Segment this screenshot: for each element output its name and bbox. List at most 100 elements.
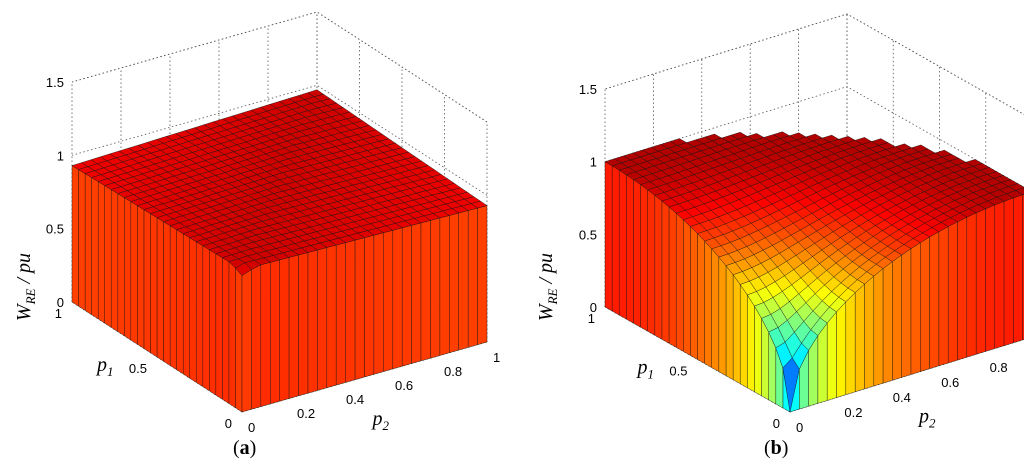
surface-wall-facet: [143, 209, 151, 354]
surface-wall-facet: [150, 213, 158, 358]
x-tick-label: 0.5: [669, 364, 687, 379]
surface-wall-facet: [279, 257, 290, 402]
y-tick-label: 0.2: [844, 405, 862, 420]
surface-wall-facet: [892, 254, 902, 381]
surface-wall-facet: [690, 226, 698, 360]
surface-mesh: [604, 131, 1024, 413]
x-tick-label: 0.5: [129, 361, 147, 376]
surface-wall-facet: [71, 165, 79, 307]
surface-wall-facet: [156, 217, 164, 362]
surface-wall-facet: [307, 249, 318, 394]
y-tick-label: 0.6: [395, 378, 413, 393]
box-top-edge: [71, 11, 488, 123]
surface-wall-facet: [241, 269, 252, 413]
box-top-edge: [604, 13, 1024, 115]
surface-wall-facet: [84, 173, 92, 316]
y-tick-label: 0.6: [941, 375, 959, 390]
z-tick-label: 0.5: [46, 222, 64, 237]
surface-wall-facet: [163, 221, 171, 366]
surface-wall-facet: [468, 207, 478, 348]
surface-wall-facet: [640, 184, 648, 332]
surface-wall-facet: [336, 242, 346, 386]
surface-wall-facet: [938, 226, 949, 367]
y-axis-label: p2: [371, 408, 390, 433]
surface-wall-facet: [228, 261, 236, 409]
surface-wall-facet: [78, 169, 86, 311]
x-tick-label: 1: [588, 311, 595, 326]
x-axis-label: p1: [95, 354, 114, 379]
surface-wall-facet: [402, 225, 412, 367]
surface-wall-facet: [747, 294, 755, 393]
surface-wall-facet: [317, 247, 327, 391]
surface-wall-facet: [957, 216, 967, 361]
surface-wall-facet: [827, 311, 837, 401]
y-tick-label: 0.8: [444, 364, 462, 379]
y-tick-label: 0.4: [893, 390, 911, 405]
surface-wall-facet: [1003, 197, 1014, 346]
z-axis-label: WRE / pu: [13, 253, 38, 321]
surface-wall-facet: [420, 220, 431, 362]
y-tick-label: 0.2: [297, 406, 315, 421]
surface-wall-facet: [477, 205, 488, 345]
surface-wall-facet: [1013, 194, 1023, 344]
y-tick-label: 0.8: [990, 360, 1008, 375]
surface-wall-facet: [985, 204, 995, 352]
surface-wall-facet: [732, 274, 741, 385]
surface-wall-facet: [618, 169, 627, 320]
z-axis-label: WRE / pu: [535, 253, 560, 321]
surface-wall-facet: [110, 189, 119, 332]
surface-wall-facet: [130, 201, 138, 345]
surface-wall-facet: [411, 222, 422, 364]
surface-wall-facet: [711, 248, 720, 372]
surface-wall-facet: [920, 236, 930, 372]
surface-wall-facet: [209, 249, 217, 396]
surface-wall-facet: [222, 257, 230, 404]
surface-wall-facet: [948, 221, 958, 364]
surface-wall-facet: [326, 244, 337, 389]
surface-wall-facet: [298, 252, 309, 397]
surface-wall-facet: [864, 275, 874, 390]
x-tick-label: 1: [55, 306, 62, 321]
surface-wall-facet: [647, 189, 656, 336]
z-tick-label: 1.5: [579, 82, 597, 97]
surface-wall-facet: [929, 231, 940, 369]
surface-wall-facet: [882, 261, 893, 384]
x-tick-label: 0: [773, 416, 780, 431]
surface-plot-a: 0 0.5 1 1.5 0 0.5 1 0 0.2 0.4 0.6 0.8 1 WRE / pu p1 p2 …: [13, 11, 500, 459]
surface-wall-facet: [683, 219, 691, 356]
surface-wall-facet: [260, 262, 271, 407]
surface-wall-facet: [364, 234, 375, 378]
surface-wall-facet: [725, 265, 734, 381]
z-tick-label: 0: [57, 295, 64, 310]
surface-wall-facet: [754, 305, 762, 397]
surface-wall-facet: [654, 194, 663, 340]
surface-wall-facet: [668, 206, 677, 348]
surface-wall-facet: [383, 230, 393, 372]
surface-wall-facet: [661, 200, 670, 344]
surface-wall-facet: [182, 233, 190, 379]
y-tick-label: 0: [248, 420, 255, 435]
surface-wall-facet: [836, 301, 846, 398]
surface-wall-facet: [449, 212, 459, 354]
surface-wall-facet: [354, 237, 365, 380]
surface-wall-facet: [910, 242, 921, 375]
surface-facet: [782, 357, 800, 413]
y-tick-label: 0: [796, 420, 803, 435]
surface-wall-facet: [288, 254, 299, 399]
z-tick-label: 1: [57, 148, 64, 163]
surface-wall-facet: [124, 197, 132, 341]
surface-wall-facet: [202, 245, 210, 392]
surface-wall-facet: [430, 217, 441, 359]
surface-wall-facet: [345, 239, 356, 383]
surface-wall-facet: [97, 181, 105, 324]
surface-facet: [235, 262, 252, 276]
y-tick-label: 1: [493, 350, 500, 365]
surface-wall-facet: [873, 268, 884, 387]
surface-wall-facet: [966, 212, 977, 358]
z-gridline: [604, 13, 1024, 115]
z-tick-label: 1.5: [46, 75, 64, 90]
